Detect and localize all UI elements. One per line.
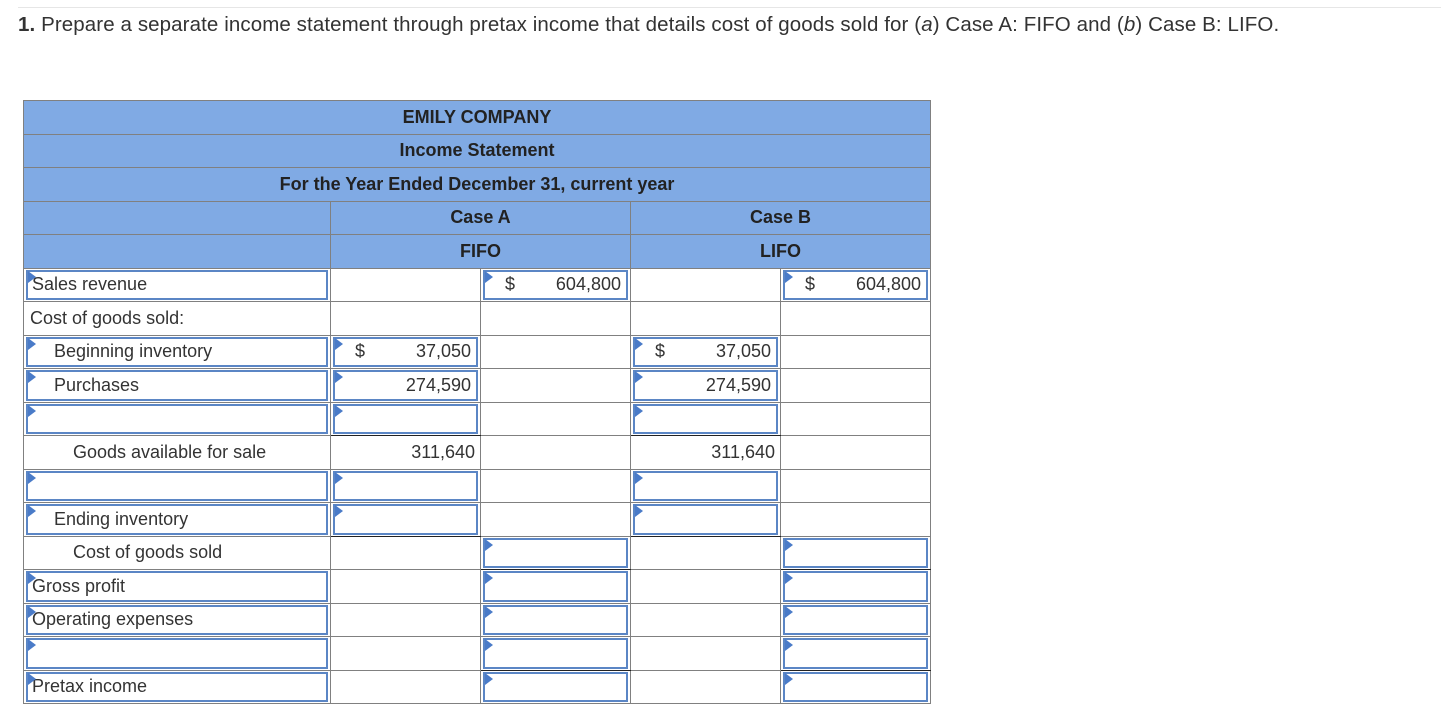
case-b-sales-revenue-input[interactable]: $604,800 [783,269,929,300]
row-sales-revenue: Sales revenue $604,800 $604,800 [23,267,932,302]
case-a-blank-2-input[interactable] [333,470,478,501]
pretax-income-label-dropdown[interactable]: Pretax income [26,671,328,702]
dollar-sign: $ [355,341,366,362]
case-b-blank-1-input[interactable] [633,403,778,434]
case-a-header: Case A [330,200,631,235]
question-number: 1. [18,13,36,36]
case-b-ending-inventory-input[interactable] [633,504,778,535]
blank-1-label-dropdown[interactable] [26,403,328,434]
case-a-goods-available-value: 311,640 [411,441,475,462]
case-a-operating-expenses-input[interactable] [483,604,628,635]
case-b-cost-of-goods-sold-input[interactable] [783,537,929,568]
row-blank-2 [23,468,932,503]
case-b-goods-available-value: 311,640 [711,441,775,462]
beginning-inventory-label-dropdown[interactable]: Beginning inventory [26,336,328,367]
cost-of-goods-sold-label: Cost of goods sold [73,542,223,563]
row-blank-1 [23,401,932,436]
case-b-header: Case B [629,200,932,235]
blank-2-label-dropdown[interactable] [26,470,328,501]
row-gross-profit: Gross profit [23,569,932,604]
header-blank [23,200,331,235]
row-cogs-heading: Cost of goods sold: [23,301,932,336]
top-divider [18,7,1441,8]
purchases-label-dropdown[interactable]: Purchases [26,370,328,401]
row-goods-available: Goods available for sale 311,640 311,640 [23,435,932,470]
dollar-sign: $ [805,274,816,295]
company-name: EMILY COMPANY [22,100,932,135]
goods-available-label: Goods available for sale [73,441,267,462]
case-b-method: LIFO [629,234,932,269]
case-b-operating-expenses-input[interactable] [783,604,929,635]
row-beginning-inventory: Beginning inventory $37,050 $37,050 [23,334,932,369]
row-cost-of-goods-sold: Cost of goods sold [23,535,932,570]
blank-3-label-dropdown[interactable] [26,638,328,669]
statement-period: For the Year Ended December 31, current … [22,167,932,202]
case-b-pretax-income-input[interactable] [783,671,929,702]
dollar-sign: $ [505,274,516,295]
header-blank [23,234,331,269]
gross-profit-label-dropdown[interactable]: Gross profit [26,571,328,602]
case-a-pretax-income-input[interactable] [483,671,628,702]
statement-title: Income Statement [22,133,932,168]
row-operating-expenses: Operating expenses [23,602,932,637]
question-prompt: 1. Prepare a separate income statement t… [18,13,1280,36]
case-a-cost-of-goods-sold-input[interactable] [483,537,628,568]
income-statement-table: EMILY COMPANY Income Statement For the Y… [22,100,932,704]
case-a-blank-1-input[interactable] [333,403,478,434]
case-a-blank-3-input[interactable] [483,638,628,669]
case-a-sales-revenue-input[interactable]: $604,800 [483,269,628,300]
sales-revenue-label-dropdown[interactable]: Sales revenue [26,269,328,300]
case-b-blank-2-input[interactable] [633,470,778,501]
row-ending-inventory: Ending inventory [23,502,932,537]
row-purchases: Purchases 274,590 274,590 [23,368,932,403]
case-b-purchases-input[interactable]: 274,590 [633,370,778,401]
ending-inventory-label-dropdown[interactable]: Ending inventory [26,504,328,535]
case-a-method: FIFO [330,234,631,269]
row-pretax-income: Pretax income [23,669,932,704]
row-blank-3 [23,636,932,671]
cogs-heading-label: Cost of goods sold: [30,307,185,328]
operating-expenses-label-dropdown[interactable]: Operating expenses [26,604,328,635]
case-b-blank-3-input[interactable] [783,638,929,669]
case-b-gross-profit-input[interactable] [783,571,929,602]
case-a-purchases-input[interactable]: 274,590 [333,370,478,401]
case-b-beginning-inventory-input[interactable]: $37,050 [633,336,778,367]
case-a-ending-inventory-input[interactable] [333,504,478,535]
case-a-gross-profit-input[interactable] [483,571,628,602]
case-a-beginning-inventory-input[interactable]: $37,050 [333,336,478,367]
dollar-sign: $ [655,341,666,362]
